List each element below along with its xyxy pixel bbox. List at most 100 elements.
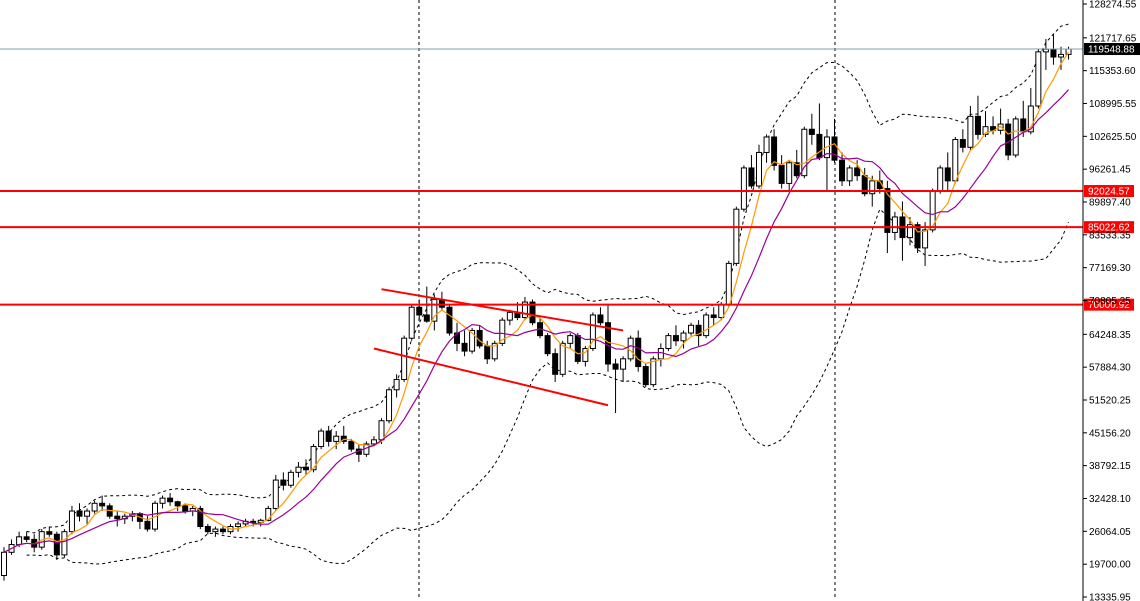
candle — [703, 312, 710, 339]
horizontal-level-box — [1084, 185, 1134, 198]
y-tick-label: 51520.25 — [1089, 395, 1131, 406]
candle — [605, 304, 611, 372]
candle — [431, 294, 438, 331]
candle — [61, 529, 68, 558]
y-tick-label: 121717.65 — [1089, 33, 1137, 44]
candle — [461, 330, 468, 357]
y-tick-label: 19700.00 — [1089, 560, 1131, 571]
candle — [582, 345, 589, 367]
candle — [454, 322, 460, 352]
y-tick-label: 32428.10 — [1089, 494, 1131, 505]
y-tick-label: 26064.05 — [1089, 527, 1131, 538]
candle — [529, 299, 536, 326]
candle — [695, 320, 702, 346]
candle — [997, 108, 1004, 135]
candle — [680, 330, 687, 349]
candle — [491, 340, 498, 362]
horizontal-level-label: 70000.92 — [1088, 300, 1130, 311]
current-price-box — [1084, 43, 1140, 56]
candle — [506, 309, 513, 326]
candles — [1, 33, 1072, 581]
candle — [393, 374, 400, 398]
candle — [907, 216, 913, 246]
horizontal-level-label: 92024.57 — [1088, 187, 1130, 198]
candle — [129, 511, 136, 522]
candle — [974, 95, 981, 140]
candle — [801, 126, 808, 179]
candle — [831, 118, 838, 163]
candle — [884, 180, 891, 254]
candle — [612, 358, 619, 413]
candle — [76, 503, 83, 522]
period-separators — [418, 0, 836, 597]
candle — [53, 531, 60, 561]
candle — [197, 505, 204, 530]
y-tick-label: 115353.60 — [1089, 66, 1136, 77]
y-tick-label: 57884.30 — [1089, 363, 1131, 374]
price-axis: 128274.55 121717.65 115353.60 108995.55 1026… — [1082, 0, 1137, 601]
candle — [771, 129, 778, 171]
candle — [688, 322, 695, 336]
horizontal-level-box — [1084, 221, 1134, 234]
y-tick-label: 77169.30 — [1089, 263, 1131, 274]
candle — [287, 469, 294, 488]
candle — [967, 106, 974, 150]
candle — [552, 348, 559, 383]
horizontal-levels: 119548.88 92024.57 85022.62 70000.92 — [0, 43, 1140, 311]
candle — [778, 155, 785, 189]
candle — [620, 356, 627, 383]
candle — [325, 425, 332, 447]
candle — [1042, 38, 1049, 70]
candle — [589, 312, 596, 352]
candle — [808, 113, 815, 145]
y-tick-label: 108995.55 — [1089, 99, 1137, 110]
candle — [937, 165, 944, 194]
candle — [235, 521, 242, 532]
candle — [657, 343, 664, 367]
candle — [303, 459, 309, 475]
candle — [272, 474, 279, 512]
candle — [416, 299, 423, 321]
candle — [355, 443, 362, 463]
candle — [401, 335, 408, 383]
channel-line — [381, 288, 624, 332]
y-tick-label: 128274.55 — [1089, 0, 1137, 11]
candle — [99, 495, 106, 512]
candle — [846, 165, 853, 186]
candle — [642, 363, 649, 388]
candle — [280, 472, 287, 491]
y-tick-label: 83533.35 — [1089, 230, 1131, 241]
candle — [68, 505, 75, 535]
candle — [823, 129, 830, 192]
y-tick-label: 45156.20 — [1089, 428, 1131, 439]
candle — [597, 307, 604, 326]
candle — [499, 317, 506, 346]
y-tick-label: 64248.35 — [1089, 330, 1131, 341]
horizontal-level-box — [1084, 298, 1134, 311]
candle — [544, 333, 551, 357]
bollinger-upper-band — [26, 23, 1069, 534]
y-tick-label: 89897.40 — [1089, 197, 1131, 208]
candle — [219, 526, 226, 535]
candle — [136, 512, 143, 530]
candle — [559, 340, 566, 377]
candle — [469, 327, 476, 354]
candle — [476, 325, 483, 349]
candle — [786, 160, 793, 192]
channel-lines — [373, 288, 624, 407]
candle — [159, 495, 166, 509]
candle — [944, 152, 951, 192]
candle — [891, 211, 898, 241]
candle — [84, 508, 91, 524]
candle — [740, 165, 747, 212]
candle — [952, 136, 959, 184]
candle — [174, 500, 181, 512]
candle — [959, 129, 966, 153]
candle — [114, 511, 121, 527]
candle — [733, 206, 740, 266]
candle — [567, 333, 574, 349]
candle — [922, 222, 929, 266]
candle — [386, 387, 393, 424]
y-tick-label: 102625.50 — [1089, 132, 1137, 143]
candle — [212, 526, 219, 537]
